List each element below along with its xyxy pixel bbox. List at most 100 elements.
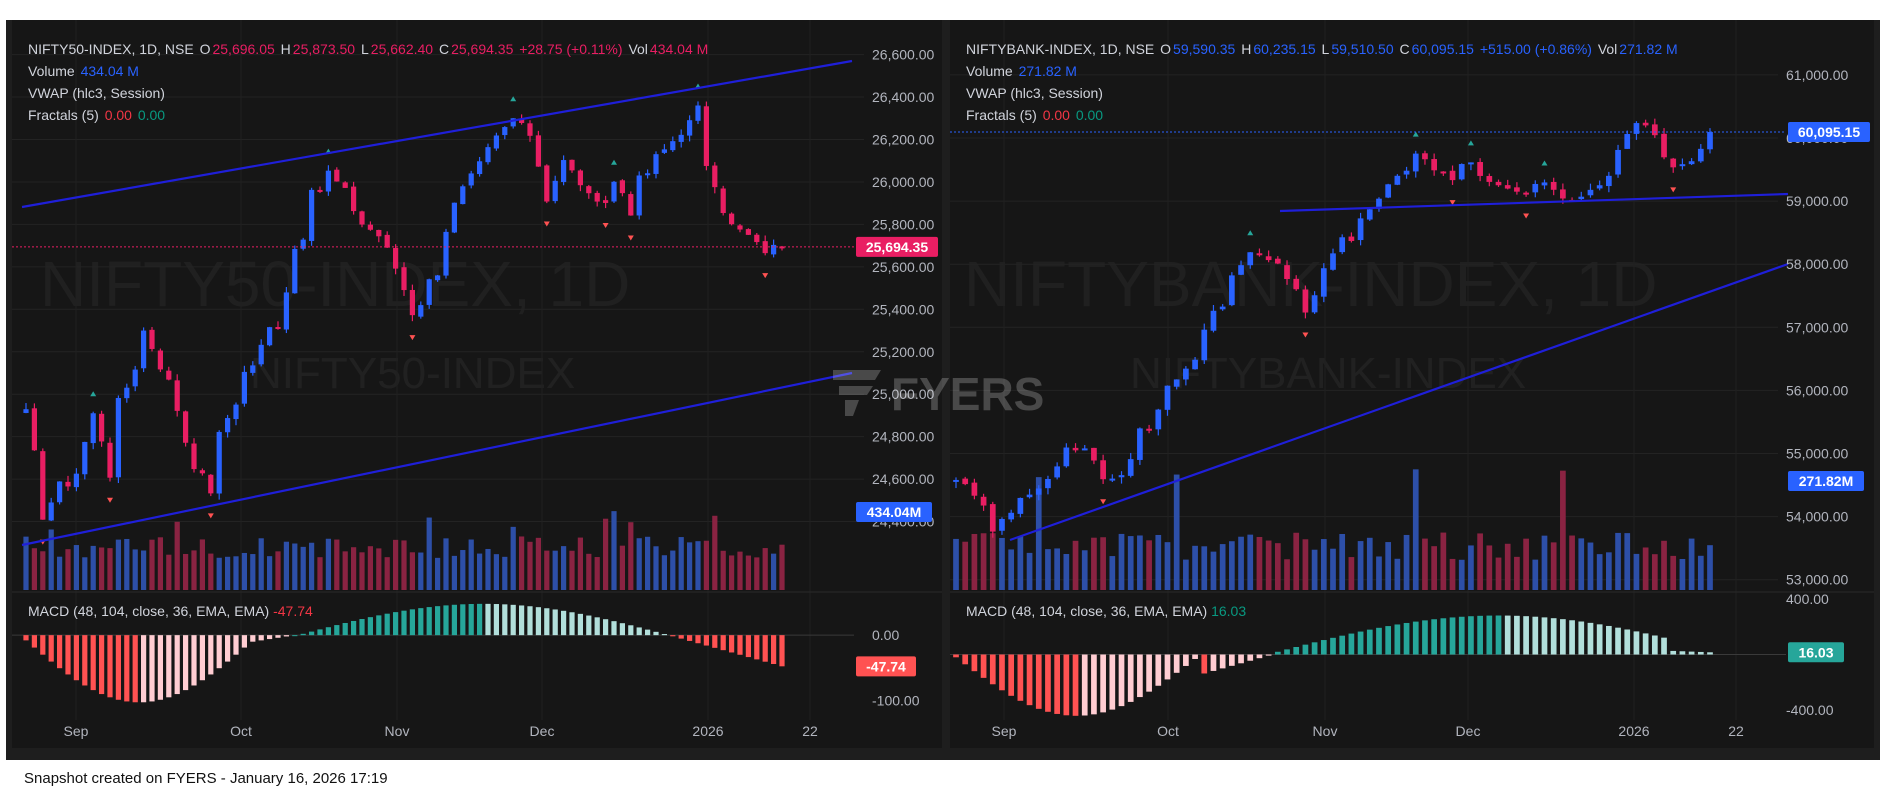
volume-bar xyxy=(376,548,382,590)
candle-body xyxy=(577,170,584,186)
volume-bar xyxy=(971,533,978,590)
fractals-label: Fractals (5) xyxy=(28,107,99,123)
ohlc-row[interactable]: NIFTY50-INDEX, 1D, NSE O 25,696.05 H 25,87… xyxy=(28,38,710,60)
volume-bar xyxy=(1091,537,1097,590)
macd-bar xyxy=(728,635,735,653)
fractals-indicator-row[interactable]: Fractals (5) 0.00 0.00 xyxy=(966,104,1680,126)
price-axis[interactable]: 61,000.0060,000.0059,000.0058,000.0057,0… xyxy=(1786,67,1848,588)
ohlc-row[interactable]: NIFTYBANK-INDEX, 1D, NSE O 59,590.35 H 60,… xyxy=(966,38,1680,60)
macd-bar xyxy=(359,619,365,636)
macd-bar xyxy=(1403,622,1410,655)
macd-bar xyxy=(1661,637,1667,655)
macd-bar xyxy=(90,635,96,691)
macd-legend[interactable]: MACD (48, 104, close, 36, EMA, EMA) 16.0… xyxy=(966,603,1246,619)
candle-body xyxy=(31,408,38,451)
candle-body xyxy=(661,149,668,153)
macd-bar xyxy=(661,634,668,636)
macd-bar xyxy=(1541,617,1548,655)
candle-body xyxy=(1376,198,1382,209)
macd-bar xyxy=(695,635,701,644)
candle-body xyxy=(1642,122,1649,126)
support-trendline[interactable] xyxy=(1279,192,1789,213)
macd-axis[interactable]: 0.00 -100.00 xyxy=(872,627,920,708)
volume-bar xyxy=(1651,554,1658,590)
volume-bar xyxy=(1238,536,1244,590)
volume-bar xyxy=(619,545,626,590)
candle-body xyxy=(594,192,600,202)
volume-bar xyxy=(586,553,592,590)
candle-body xyxy=(1155,409,1162,430)
macd-legend[interactable]: MACD (48, 104, close, 36, EMA, EMA) -47.… xyxy=(28,603,313,619)
upper-trendline[interactable] xyxy=(21,59,853,209)
candle-body xyxy=(1679,164,1686,167)
macd-bar xyxy=(1054,654,1060,714)
candle-body xyxy=(678,134,684,142)
niftybank-chart-canvas[interactable]: NIFTYBANK-INDEX, 1D NIFTYBANK-INDEX 61,0… xyxy=(950,20,1874,748)
volume-bar xyxy=(65,549,71,590)
volume-bar xyxy=(1063,553,1070,590)
macd-bar xyxy=(602,619,609,636)
fractal-down-marker xyxy=(1449,200,1456,206)
price-axis[interactable]: 26,600.00 26,400.00 26,200.00 26,000.00 25,8… xyxy=(872,47,934,530)
macd-bar xyxy=(1642,633,1649,655)
macd-bar xyxy=(1523,616,1529,655)
nifty50-chart-canvas[interactable]: NIFTY50-INDEX, 1D NIFTY50-INDEX 26,600.0… xyxy=(12,20,942,748)
price-badge: 60,095.15 xyxy=(1788,122,1870,143)
vol-label: Vol xyxy=(1597,41,1618,57)
candle-body xyxy=(115,397,122,478)
macd-bar xyxy=(367,617,374,636)
volume-indicator-row[interactable]: Volume 434.04 M xyxy=(28,60,710,82)
fyers-logo-text: FYERS xyxy=(891,368,1044,420)
candle-body xyxy=(1183,368,1189,380)
volume-bar xyxy=(1210,551,1217,590)
symbol-title[interactable]: NIFTY50-INDEX, 1D, NSE xyxy=(28,41,194,57)
price-tick-label: 25,400.00 xyxy=(872,301,934,317)
macd-bar xyxy=(1449,617,1456,655)
macd-bar xyxy=(1697,651,1704,655)
volume-bar xyxy=(73,545,80,590)
volume-bar xyxy=(502,556,508,590)
fractals-indicator-row[interactable]: Fractals (5) 0.00 0.00 xyxy=(28,104,710,126)
nifty50-legend: NIFTY50-INDEX, 1D, NSE O 25,696.05 H 25,87… xyxy=(28,38,710,126)
low-value: 25,662.40 xyxy=(370,41,434,57)
open-value: 59,590.35 xyxy=(1173,41,1236,57)
macd-bar xyxy=(962,654,969,665)
macd-bar xyxy=(1072,654,1079,716)
volume-bar xyxy=(325,538,332,590)
time-axis[interactable]: Sep Oct Nov Dec 2026 22 xyxy=(992,723,1744,739)
macd-bar xyxy=(1348,633,1355,655)
fractal-down-marker xyxy=(762,273,769,279)
time-axis[interactable]: Sep Oct Nov Dec 2026 22 xyxy=(64,723,818,739)
volume-bar xyxy=(233,556,239,590)
candle-body xyxy=(166,370,172,380)
candle-body xyxy=(90,413,96,444)
macd-bar xyxy=(1596,624,1603,655)
macd-bar xyxy=(1238,654,1244,664)
candle-body xyxy=(1311,295,1318,313)
candle-body xyxy=(1063,447,1070,467)
rising-trendline[interactable] xyxy=(1009,262,1789,542)
niftybank-chart-panel[interactable]: NIFTYBANK-INDEX, 1D NIFTYBANK-INDEX 61,0… xyxy=(950,20,1874,748)
vwap-indicator-row[interactable]: VWAP (hlc3, Session) xyxy=(28,82,710,104)
volume-bar xyxy=(191,550,197,590)
symbol-title[interactable]: NIFTYBANK-INDEX, 1D, NSE xyxy=(966,41,1155,57)
vwap-label: VWAP (hlc3, Session) xyxy=(966,85,1103,101)
nifty50-chart-panel[interactable]: NIFTY50-INDEX, 1D NIFTY50-INDEX 26,600.0… xyxy=(12,20,942,748)
volume-bar xyxy=(258,538,264,590)
volume-bar xyxy=(418,552,424,590)
macd-badge-text: -47.74 xyxy=(866,658,906,674)
macd-axis[interactable]: 400.00 -400.00 xyxy=(1786,591,1834,718)
macd-histogram xyxy=(23,603,785,703)
macd-bar xyxy=(502,604,508,636)
vwap-indicator-row[interactable]: VWAP (hlc3, Session) xyxy=(966,82,1680,104)
candle-body xyxy=(224,418,231,433)
macd-bar xyxy=(980,654,987,678)
candle-body xyxy=(233,404,239,420)
macd-bar xyxy=(166,635,172,698)
volume-bar xyxy=(1045,549,1051,590)
volume-bar xyxy=(678,537,684,590)
macd-bar xyxy=(317,629,323,636)
volume-indicator-row[interactable]: Volume 271.82 M xyxy=(966,60,1680,82)
price-tick-label: 25,200.00 xyxy=(872,344,934,360)
lower-trendline[interactable] xyxy=(21,371,853,547)
